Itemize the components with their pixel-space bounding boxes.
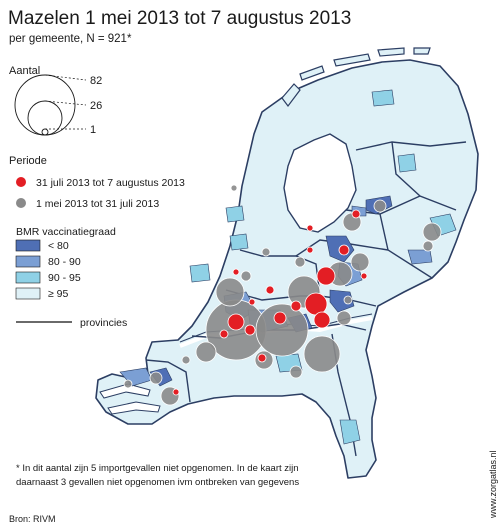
wadden-island — [299, 65, 325, 81]
period-swatch-recent — [16, 177, 26, 187]
case-bubble-recent — [273, 311, 287, 325]
case-bubble-earlier — [215, 277, 245, 307]
case-bubble-earlier — [289, 365, 303, 379]
vaccination-swatch-gte95 — [15, 287, 41, 300]
land-mass — [95, 59, 479, 479]
vaccination-label-gte95: ≥ 95 — [48, 288, 69, 300]
vaccination-swatch-80-90 — [15, 255, 41, 268]
period-label-earlier: 1 mei 2013 tot 31 juli 2013 — [36, 198, 159, 210]
vaccination-label-90-95: 90 - 95 — [48, 272, 81, 284]
footnote-line-2: daarnaast 3 gevallen niet opgenomen ivm … — [16, 477, 299, 488]
vaccination-label-80-90: 80 - 90 — [48, 256, 81, 268]
case-bubble-recent — [248, 298, 256, 306]
case-bubble-recent — [257, 353, 267, 363]
estuary — [107, 401, 161, 415]
map-title: Mazelen 1 mei 2013 tot 7 augustus 2013 — [8, 8, 351, 29]
case-bubble-recent — [232, 268, 240, 276]
case-bubble-earlier — [181, 355, 191, 365]
case-bubble-earlier — [303, 335, 341, 373]
measles-bubbles — [123, 184, 442, 406]
case-bubble-earlier — [422, 240, 434, 252]
wadden-island — [333, 53, 371, 67]
size-legend-circle-large — [14, 74, 76, 136]
footnote-line-1: * In dit aantal zijn 5 importgevallen ni… — [16, 463, 299, 474]
case-bubble-recent — [313, 311, 331, 329]
case-bubble-earlier — [350, 252, 370, 272]
period-legend: Periode 31 juli 2013 tot 7 augustus 2013… — [9, 155, 185, 210]
size-legend-value-large: 82 — [90, 75, 102, 87]
case-bubble-recent — [290, 300, 302, 312]
wadden-island — [281, 83, 301, 107]
vaccination-swatch-lt80 — [15, 239, 41, 252]
netherlands-map — [95, 47, 479, 479]
case-bubble-recent — [244, 324, 256, 336]
wadden-island — [413, 47, 431, 55]
case-bubble-earlier — [240, 270, 252, 282]
period-label-recent: 31 juli 2013 tot 7 augustus 2013 — [36, 177, 185, 189]
case-bubble-earlier — [373, 199, 387, 213]
provinces-legend: provincies — [16, 317, 127, 329]
vaccination-legend-heading: BMR vaccinatiegraad — [16, 226, 116, 238]
size-legend-circle-small — [41, 128, 49, 136]
size-legend-value-medium: 26 — [90, 100, 102, 112]
size-legend-value-small: 1 — [90, 124, 96, 136]
wadden-island — [377, 47, 405, 57]
case-bubble-earlier — [123, 379, 133, 389]
case-bubble-recent — [316, 266, 336, 286]
case-bubble-earlier — [336, 310, 352, 326]
ijsselmeer — [283, 133, 357, 233]
case-bubble-earlier — [261, 247, 271, 257]
vaccination-swatch-90-95 — [15, 271, 41, 284]
period-swatch-earlier — [16, 198, 26, 208]
vaccination-label-lt80: < 80 — [48, 240, 69, 252]
case-bubble-recent — [306, 224, 314, 232]
case-bubble-recent — [265, 285, 275, 295]
case-bubble-earlier — [343, 295, 353, 305]
provinces-label: provincies — [80, 317, 127, 329]
watermark: www.zorgatlas.nl — [488, 450, 498, 519]
period-legend-heading: Periode — [9, 155, 47, 167]
case-bubble-earlier — [230, 184, 238, 192]
case-bubble-recent — [306, 246, 314, 254]
case-bubble-recent — [351, 209, 361, 219]
case-bubble-earlier — [255, 303, 309, 357]
case-bubble-recent — [360, 272, 368, 280]
case-bubble-recent — [338, 244, 350, 256]
case-bubble-recent — [172, 388, 180, 396]
case-bubble-recent — [219, 329, 229, 339]
size-legend: Aantal 82 26 1 — [9, 65, 102, 136]
case-bubble-earlier — [195, 341, 217, 363]
map-subtitle: per gemeente, N = 921* — [9, 33, 132, 45]
case-bubble-earlier — [149, 371, 163, 385]
case-bubble-earlier — [294, 256, 306, 268]
size-legend-heading: Aantal — [9, 65, 40, 77]
case-bubble-earlier — [422, 222, 442, 242]
case-bubble-recent — [304, 292, 328, 316]
case-bubble-recent — [227, 313, 245, 331]
vaccination-legend: BMR vaccinatiegraad < 80 80 - 90 90 - 95… — [15, 226, 116, 300]
size-legend-circle-medium — [27, 100, 63, 136]
source-credit: Bron: RIVM — [9, 514, 56, 524]
